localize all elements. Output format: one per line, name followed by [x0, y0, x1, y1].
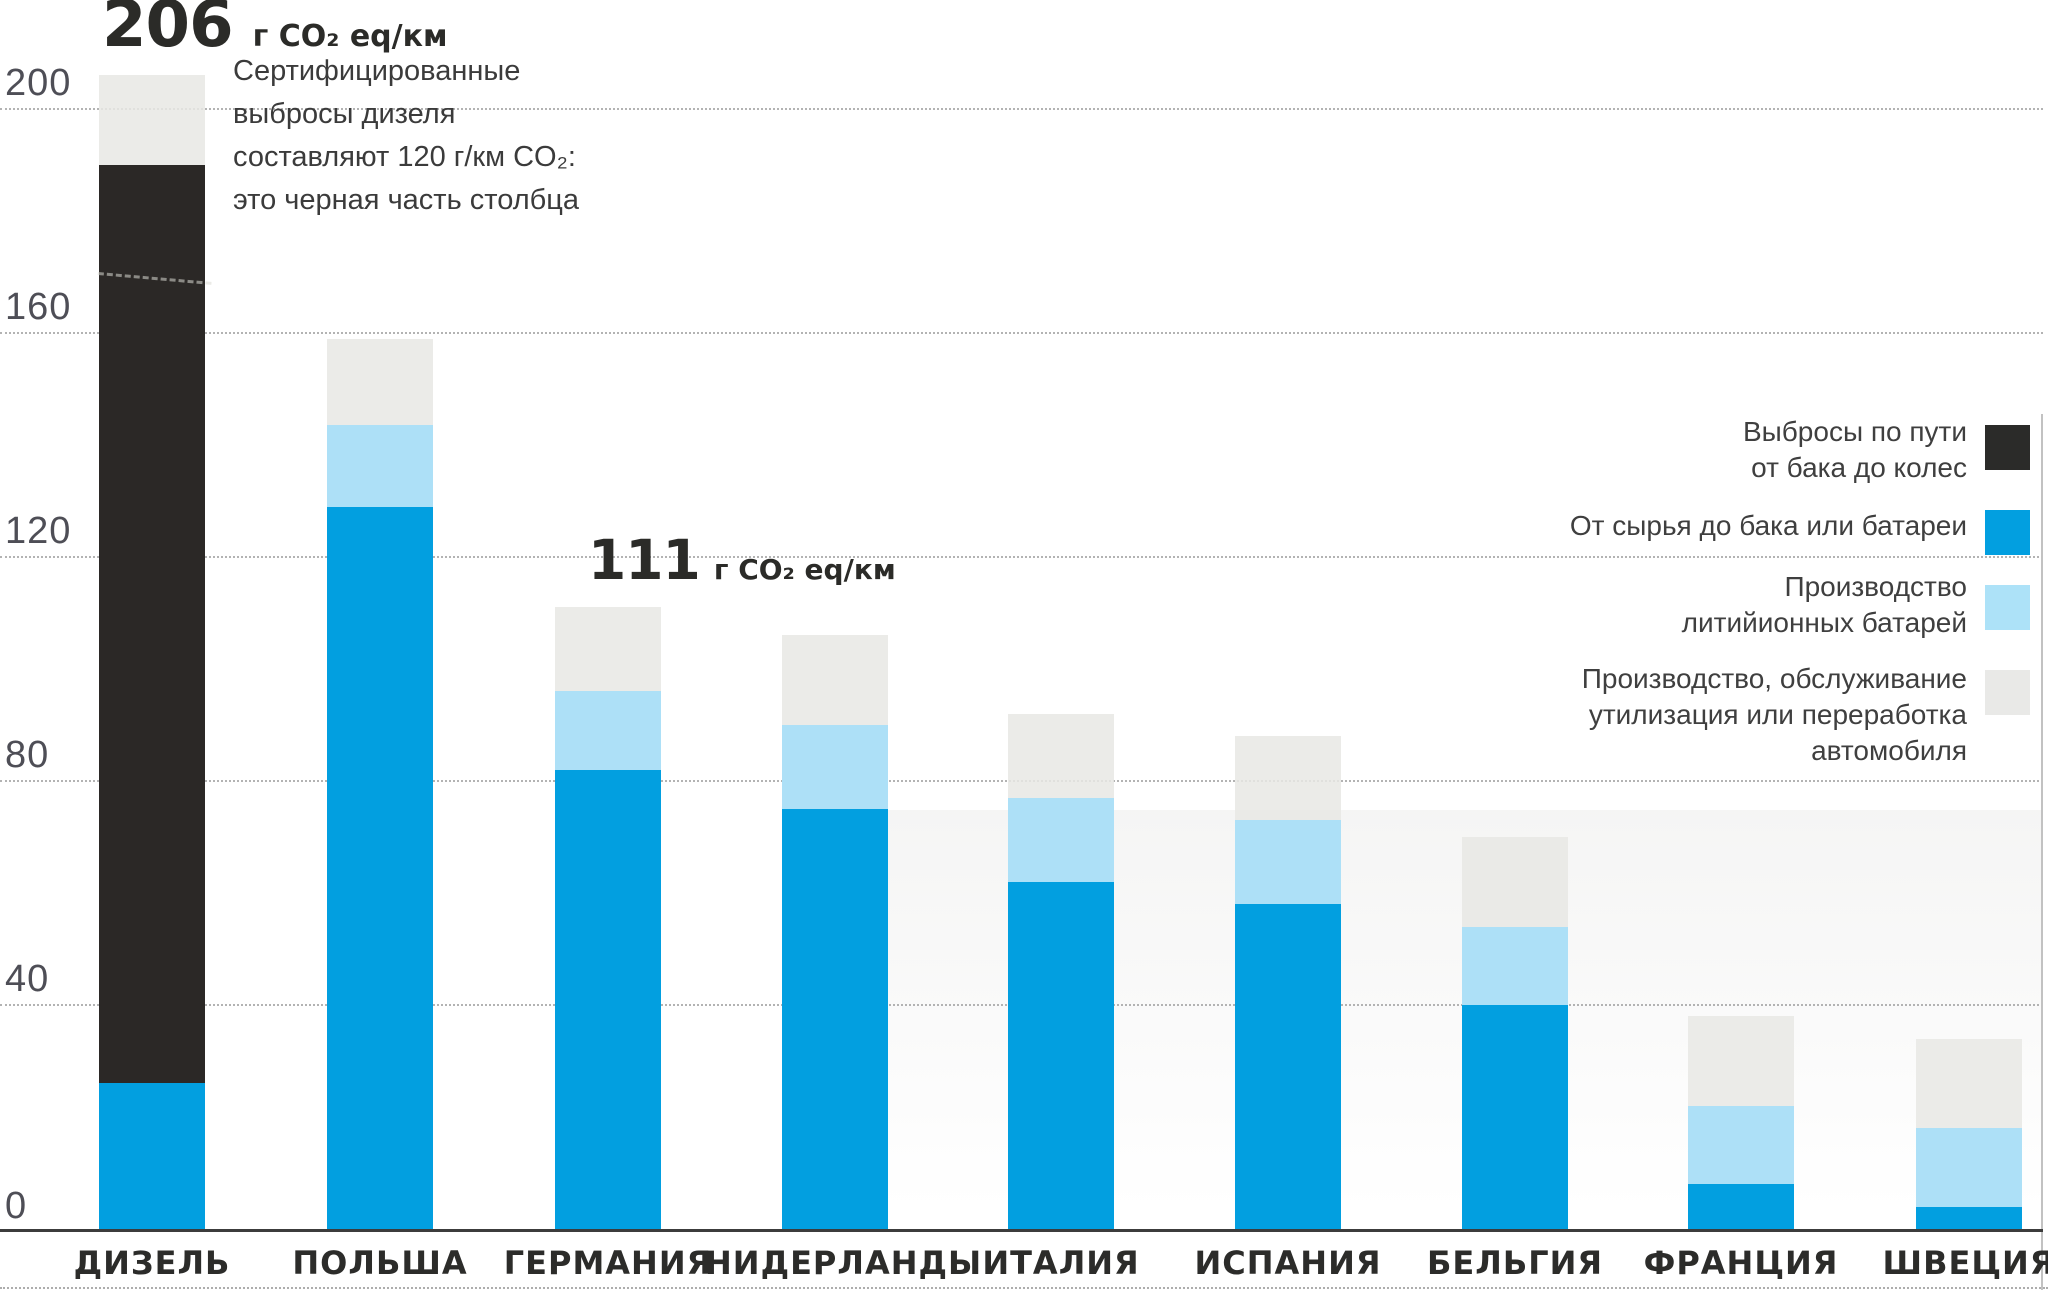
bar-netherlands [782, 635, 888, 1229]
bar-segment-belgium-battery_production [1462, 926, 1568, 1005]
chart-right-border [2041, 414, 2043, 1290]
legend-label-line: Производство [1784, 571, 1967, 602]
legend-label-line: Выбросы по пути [1742, 416, 1967, 447]
diesel-note-text: Сертифицированные выбросы дизеля составляю… [233, 50, 579, 222]
diesel-note-line: выбросы дизеля [233, 98, 456, 130]
y-tick-120: 120 [5, 510, 72, 552]
legend-label-line: автомобиля [1811, 735, 1967, 766]
legend-label-line: литийионных батарей [1681, 607, 1967, 638]
bar-segment-belgium-vehicle_production [1462, 837, 1568, 927]
gridline-200 [0, 108, 2043, 110]
legend-label-line: от бака до колес [1751, 452, 1967, 483]
bar-segment-diesel-tank_to_wheel [99, 165, 205, 1084]
y-tick-40: 40 [5, 958, 50, 1000]
x-label-netherlands: НИДЕРЛАНДЫ [705, 1244, 983, 1282]
bar-segment-diesel-vehicle_production [99, 75, 205, 165]
x-label-italy: ИТАЛИЯ [982, 1244, 1140, 1282]
legend-label-3: Производство, обслуживание утилизация или… [1582, 661, 1967, 769]
x-label-diesel: ДИЗЕЛЬ [73, 1244, 231, 1282]
bar-diesel [99, 75, 205, 1229]
legend-label-line: Производство, обслуживание [1581, 663, 1967, 694]
legend-swatch-2 [1985, 585, 2030, 630]
x-label-france: ФРАНЦИЯ [1643, 1244, 1839, 1282]
diesel-note-line: Сертифицированные [233, 55, 521, 87]
bar-segment-diesel-well_to_tank [99, 1083, 205, 1229]
x-axis-baseline [0, 1229, 2043, 1232]
bar-germany [555, 607, 661, 1229]
bar-segment-france-vehicle_production [1688, 1016, 1794, 1106]
x-label-spain: ИСПАНИЯ [1194, 1244, 1382, 1282]
diesel-total-unit: г CO₂ eq/км [252, 19, 448, 54]
x-label-belgium: БЕЛЬГИЯ [1426, 1244, 1604, 1282]
legend-label-line: утилизация или переработка [1588, 699, 1967, 730]
bar-segment-belgium-well_to_tank [1462, 1005, 1568, 1229]
y-tick-0: 0 [5, 1185, 28, 1227]
bar-segment-france-well_to_tank [1688, 1184, 1794, 1229]
x-label-germany: ГЕРМАНИЯ [503, 1244, 713, 1282]
bar-segment-germany-battery_production [555, 691, 661, 770]
diesel-note-line: это черная часть столбца [233, 184, 579, 216]
bar-segment-netherlands-vehicle_production [782, 635, 888, 725]
bar-segment-italy-well_to_tank [1008, 881, 1114, 1229]
bar-segment-poland-battery_production [327, 425, 433, 507]
bar-france [1688, 1016, 1794, 1229]
bar-segment-poland-vehicle_production [327, 338, 433, 426]
bar-segment-sweden-battery_production [1916, 1128, 2022, 1207]
bottom-divider-rule [0, 1287, 2048, 1289]
legend-swatch-3 [1985, 670, 2030, 715]
germany-total-value: 111 [588, 528, 701, 592]
bar-segment-italy-vehicle_production [1008, 713, 1114, 798]
bar-segment-germany-vehicle_production [555, 607, 661, 692]
bar-segment-sweden-vehicle_production [1916, 1038, 2022, 1129]
bar-belgium [1462, 837, 1568, 1229]
bar-segment-spain-battery_production [1235, 820, 1341, 905]
diesel-note-line: составляют 120 г/км CO₂: [233, 141, 576, 173]
bar-segment-spain-vehicle_production [1235, 736, 1341, 821]
legend-swatch-0 [1985, 425, 2030, 470]
legend-label-0: Выбросы по пути от бака до колес [1743, 414, 1967, 486]
x-label-sweden: ШВЕЦИЯ [1882, 1244, 2048, 1282]
y-tick-200: 200 [5, 62, 72, 104]
legend-label-line: От сырья до бака или батареи [1569, 510, 1967, 541]
bar-segment-sweden-well_to_tank [1916, 1206, 2022, 1229]
bar-segment-france-battery_production [1688, 1105, 1794, 1185]
bar-italy [1008, 713, 1114, 1229]
bar-segment-netherlands-well_to_tank [782, 808, 888, 1229]
bar-segment-spain-well_to_tank [1235, 904, 1341, 1229]
bar-segment-germany-well_to_tank [555, 769, 661, 1229]
y-tick-80: 80 [5, 734, 50, 776]
bar-sweden [1916, 1038, 2022, 1229]
legend-swatch-1 [1985, 510, 2030, 555]
x-label-poland: ПОЛЬША [292, 1244, 468, 1282]
gridline-160 [0, 332, 2043, 334]
germany-total-annotation: 111 г CO₂ eq/км [588, 528, 896, 592]
y-tick-160: 160 [5, 286, 72, 328]
gridline-120 [0, 556, 2043, 558]
bar-segment-netherlands-battery_production [782, 724, 888, 809]
diesel-total-value: 206 [102, 0, 234, 62]
legend-label-1: От сырья до бака или батареи [1570, 508, 1967, 544]
bar-segment-poland-well_to_tank [327, 506, 433, 1229]
bar-segment-italy-battery_production [1008, 797, 1114, 882]
diesel-total-annotation: 206 г CO₂ eq/км [102, 0, 447, 62]
bar-poland [327, 338, 433, 1229]
legend-label-2: Производство литийионных батарей [1682, 569, 1967, 641]
bar-spain [1235, 736, 1341, 1229]
germany-total-unit: г CO₂ eq/км [713, 553, 896, 586]
